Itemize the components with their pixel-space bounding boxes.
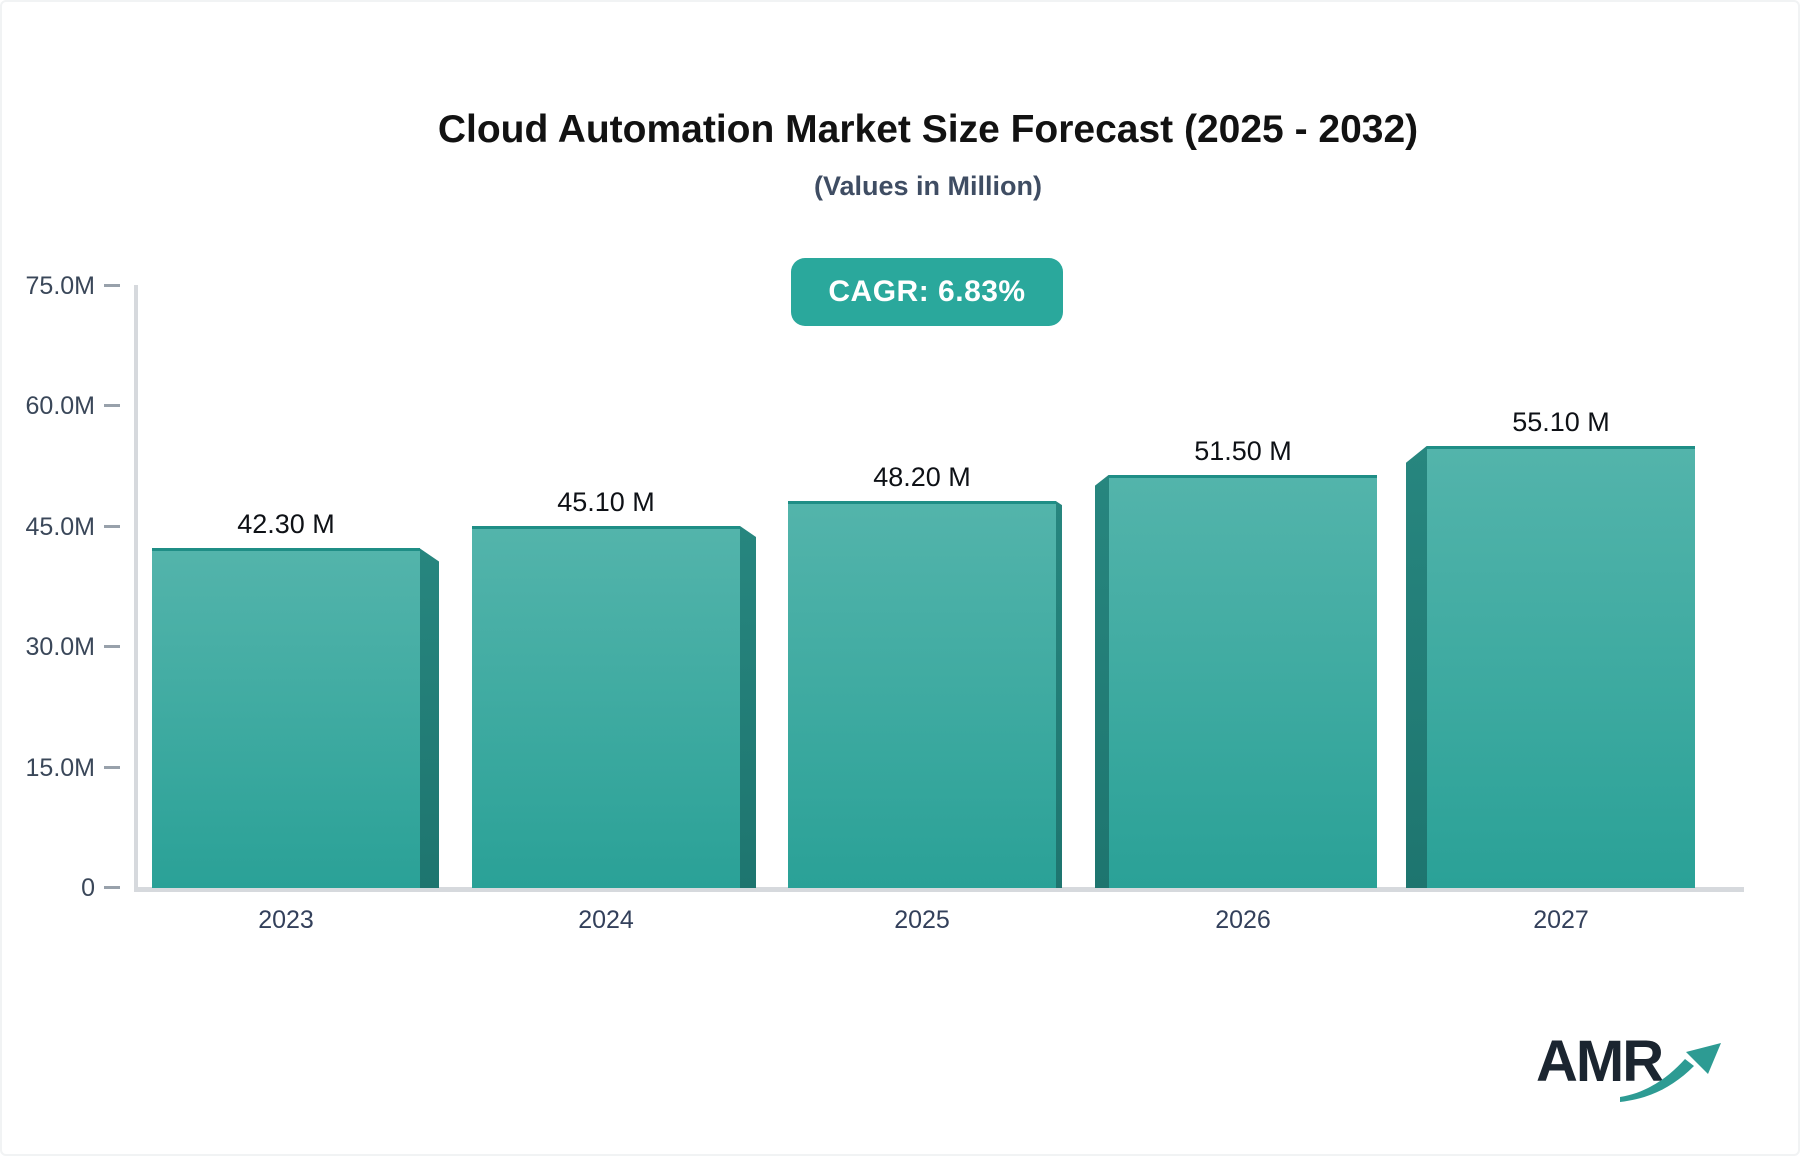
y-axis-tick-label: 15.0M: [25, 753, 95, 782]
bar-value-label: 48.20 M: [873, 462, 971, 493]
x-axis-category-label: 2026: [1215, 906, 1271, 934]
bar-2024: [472, 525, 740, 888]
bar-3d-side: [1406, 445, 1427, 888]
x-axis-category-label: 2024: [578, 906, 634, 934]
y-axis-tick-mark: [104, 886, 120, 889]
x-axis-baseline: [134, 887, 1744, 892]
y-axis-tick-mark: [104, 645, 120, 649]
bar-value-label: 55.10 M: [1512, 406, 1610, 437]
y-axis-tick-mark: [104, 524, 120, 528]
chart-subtitle: (Values in Million): [813, 171, 1043, 201]
amr-logo-text: AMR: [1536, 1029, 1664, 1094]
cagr-badge: CAGR: 6.83%: [791, 258, 1063, 326]
bar-3d-side: [740, 525, 756, 888]
y-axis-tick-mark: [104, 284, 120, 287]
chart-title: Cloud Automation Market Size Forecast (2…: [437, 108, 1419, 151]
bar-value-label: 42.30 M: [237, 509, 335, 540]
x-axis-category-label: 2023: [258, 906, 314, 934]
bar-3d-side: [1056, 501, 1062, 888]
y-axis-tick-mark: [104, 765, 120, 769]
x-axis-category-label: 2025: [894, 906, 950, 934]
y-axis-tick-label: 30.0M: [25, 633, 95, 662]
y-axis-tick-label: 0: [81, 874, 95, 902]
bar-value-label: 45.10 M: [557, 486, 655, 517]
bar-value-label: 51.50 M: [1194, 435, 1292, 466]
y-axis-line: [134, 285, 138, 888]
x-axis-category-label: 2027: [1533, 906, 1589, 934]
y-axis-tick-mark: [104, 404, 120, 408]
y-axis-tick-label: 45.0M: [25, 512, 95, 541]
y-axis-tick-label: 75.0M: [25, 272, 95, 300]
bar-2026: [1109, 474, 1377, 888]
bar-2025: [788, 501, 1056, 888]
bar-2027: [1427, 445, 1695, 888]
y-axis-tick-label: 60.0M: [25, 392, 95, 421]
bar-3d-side: [420, 548, 439, 888]
bar-3d-side: [1095, 474, 1109, 888]
bar-2023: [152, 548, 420, 888]
amr-logo: AMR: [1532, 1032, 1722, 1112]
growth-arrow-icon: [1620, 1043, 1721, 1102]
cagr-badge-label: CAGR: 6.83%: [828, 275, 1026, 308]
